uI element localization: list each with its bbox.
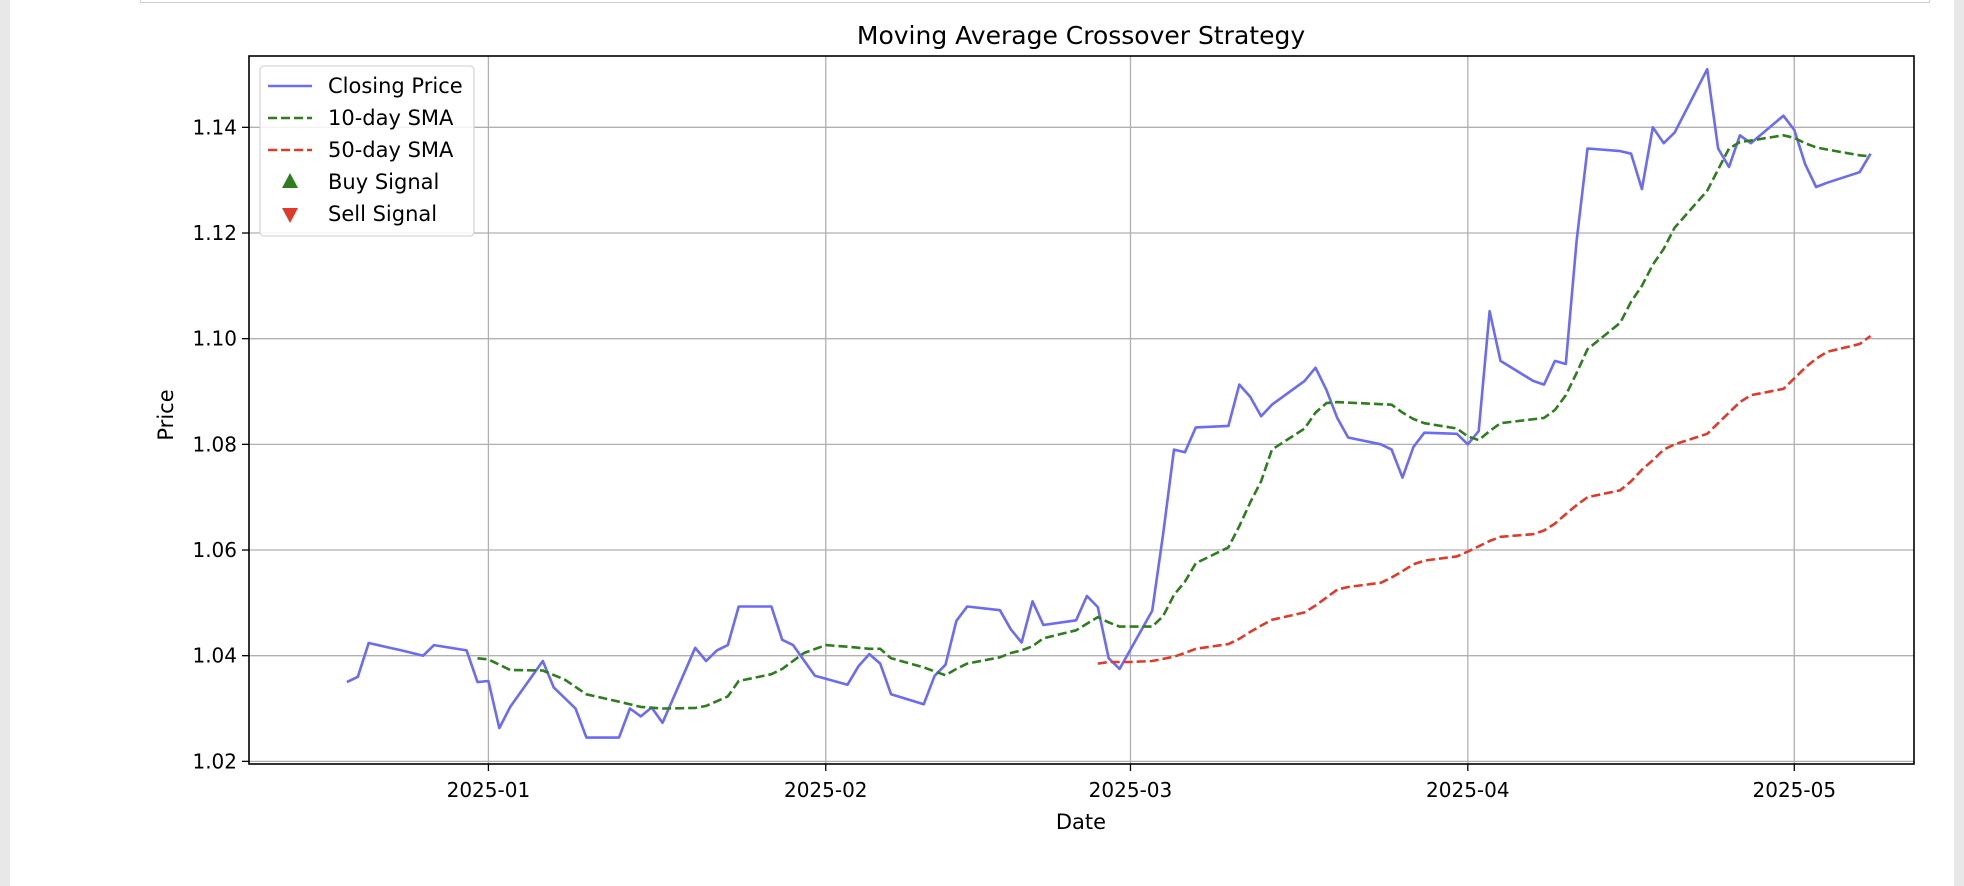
legend-label: 10-day SMA: [328, 106, 454, 130]
legend-entry: 10-day SMA: [268, 106, 454, 130]
legend: Closing Price 10-day SMA 50-day SMA Buy Sig…: [259, 65, 475, 237]
x-tick-label: 2025-04: [1426, 778, 1510, 802]
axis-ticks: 2025-01 2025-02 2025-03 2025-04 2025-05 1.02 1…: [192, 115, 1836, 802]
legend-label: 50-day SMA: [328, 138, 454, 162]
x-axis-label: Date: [1056, 810, 1106, 834]
series-layer: [346, 67, 1872, 739]
x-tick-label: 2025-03: [1089, 778, 1173, 802]
series-line-50-day-sma: [1097, 334, 1872, 665]
y-tick-label: 1.02: [192, 749, 237, 773]
plot-frame: [248, 55, 1915, 765]
chart-title: Moving Average Crossover Strategy: [857, 21, 1305, 50]
legend-entry: Closing Price: [268, 74, 463, 98]
legend-label: Closing Price: [328, 74, 463, 98]
series-line-closing-price: [346, 67, 1872, 739]
legend-entry: Buy Signal: [282, 170, 439, 194]
grid: [249, 56, 1914, 764]
legend-label: Sell Signal: [328, 202, 437, 226]
y-tick-label: 1.10: [192, 327, 237, 351]
series-line-10-day-sma: [477, 134, 1871, 710]
window-frame-edge: [140, 0, 1930, 3]
legend-entry: 50-day SMA: [268, 138, 454, 162]
y-axis-label: Price: [154, 389, 178, 440]
x-tick-label: 2025-01: [447, 778, 531, 802]
x-tick-label: 2025-02: [784, 778, 868, 802]
sell-signal-marker-icon: [282, 208, 298, 223]
legend-box: [259, 65, 475, 237]
y-tick-label: 1.14: [192, 115, 237, 139]
y-tick-label: 1.08: [192, 432, 237, 456]
y-tick-label: 1.12: [192, 221, 237, 245]
y-tick-label: 1.04: [192, 644, 237, 668]
buy-signal-marker-icon: [282, 173, 298, 188]
x-tick-label: 2025-05: [1753, 778, 1837, 802]
legend-label: Buy Signal: [328, 170, 439, 194]
y-tick-label: 1.06: [192, 538, 237, 562]
legend-entry: Sell Signal: [282, 202, 437, 226]
